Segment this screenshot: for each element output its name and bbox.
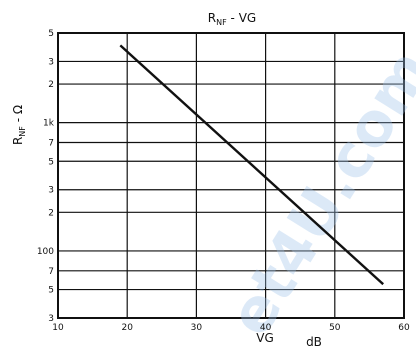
x-tick-label: 60 [398,323,410,333]
y-tick-label: 7 [48,139,54,149]
y-axis-label: RNF - Ω [11,105,27,145]
x-tick-label: 10 [52,323,64,333]
y-tick-label: 5 [48,29,54,39]
x-axis-label: VG [256,331,274,345]
x-tick-label: 30 [191,323,203,333]
y-tick-label: 7 [48,267,54,277]
y-tick-label: 100 [37,247,54,257]
y-tick-label: 3 [48,186,54,196]
y-tick-label: 3 [48,314,54,324]
x-tick-label: 20 [121,323,133,333]
series-line [119,44,385,286]
y-tick-label: 1k [43,119,55,129]
y-tick-label: 5 [48,157,54,167]
y-tick-label: 2 [48,80,54,90]
x-axis-unit: dB [306,335,322,349]
x-tick-label: 40 [260,323,272,333]
x-tick-label: 50 [329,323,341,333]
y-tick-label: 2 [48,208,54,218]
chart-title: RNF - VG [208,11,256,27]
y-tick-label: 5 [48,286,54,296]
y-tick-label: 3 [48,57,54,67]
